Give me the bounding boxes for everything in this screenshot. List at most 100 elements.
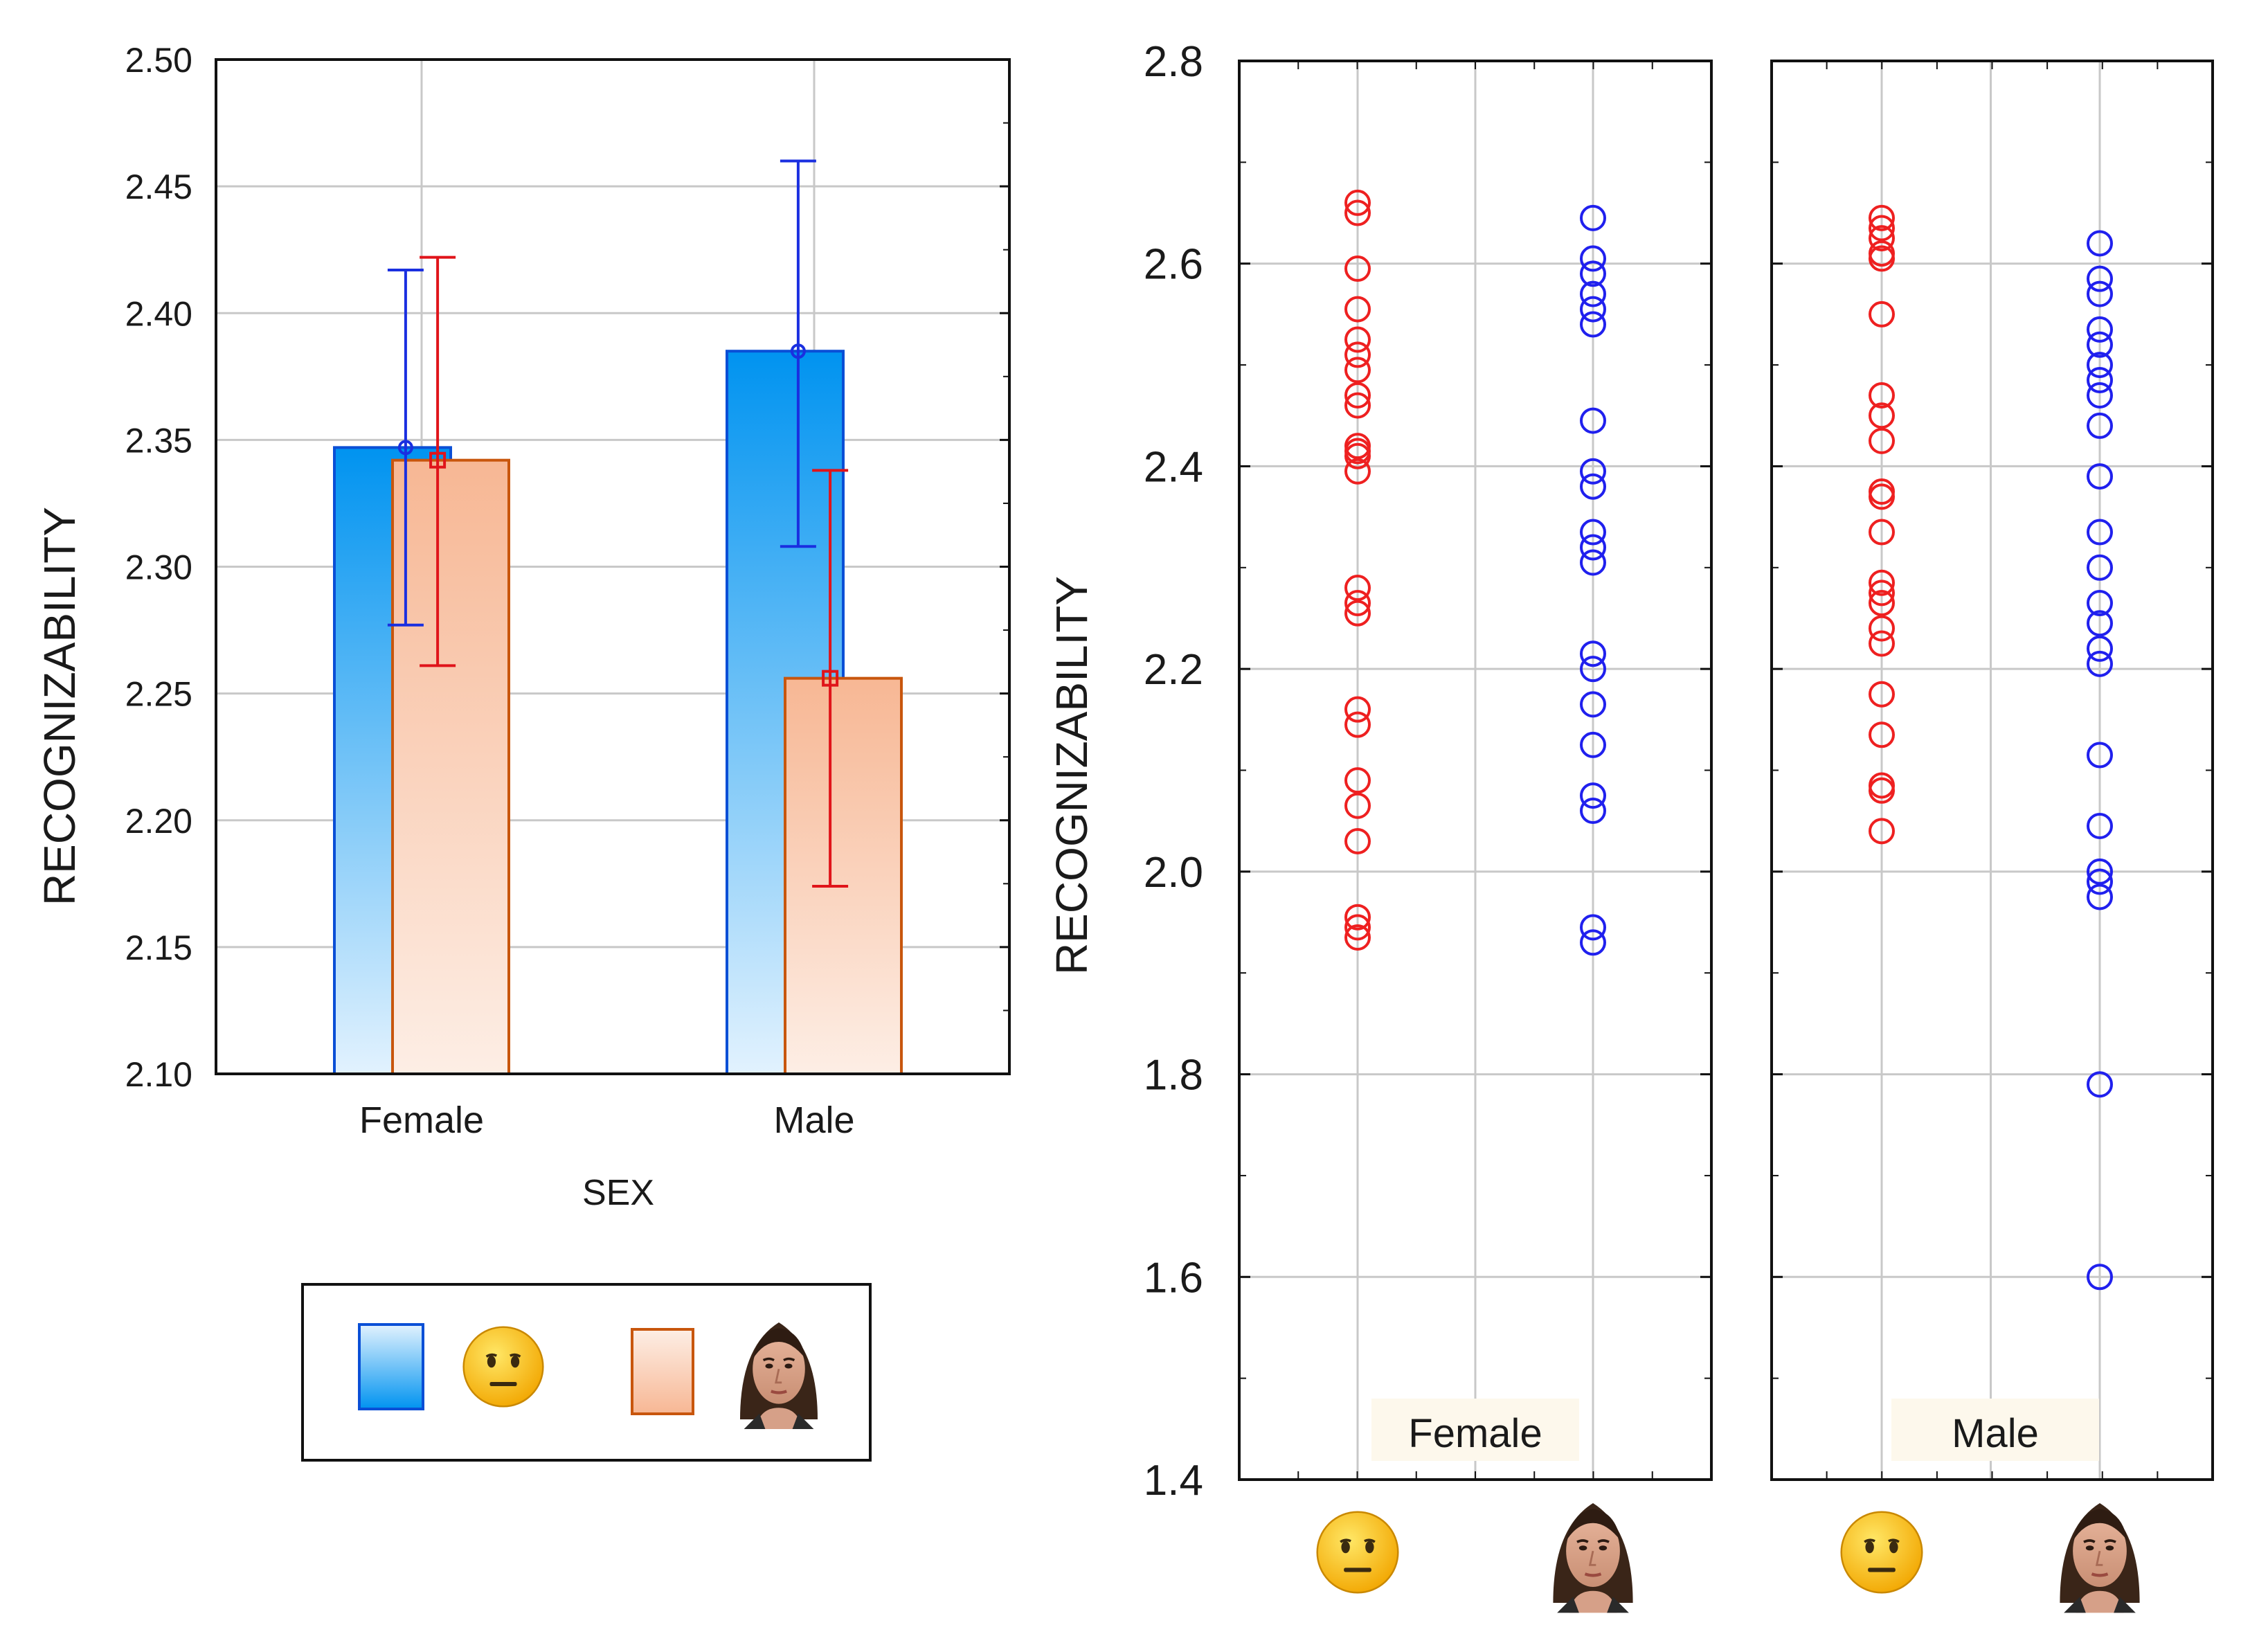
face-photo-icon	[730, 1313, 827, 1429]
scatter-point	[1580, 407, 1606, 434]
scatter-point	[1344, 600, 1371, 627]
mean-marker	[822, 670, 839, 687]
scatter-point	[2087, 1264, 2113, 1291]
scatter-point	[2087, 381, 2113, 408]
scatter-point	[1580, 914, 1606, 941]
scatter-point	[1869, 204, 1895, 231]
bar-y-tick-label: 2.45	[125, 168, 192, 206]
scatter-point	[1869, 427, 1895, 454]
legend-face-swatch	[631, 1328, 694, 1415]
face-bar	[784, 676, 903, 1075]
emoji-error-bar	[780, 159, 816, 548]
scatter-point	[1344, 575, 1371, 602]
panel-male: Male	[1770, 60, 2214, 1613]
scatter-y-tick-label: 1.4	[1144, 1457, 1203, 1505]
face-points	[2087, 230, 2113, 1291]
scatter-point	[1344, 341, 1371, 368]
scatter-point	[2087, 230, 2113, 257]
scatter-point	[2087, 1071, 2113, 1098]
scatter-point	[2087, 316, 2113, 343]
scatter-point	[1580, 204, 1606, 231]
scatter-point	[1869, 569, 1895, 596]
scatter-point	[2087, 610, 2113, 637]
face-bar	[391, 458, 510, 1075]
emoji-icon	[1315, 1510, 1400, 1595]
scatter-point	[1580, 731, 1606, 758]
emoji-points	[1869, 204, 1895, 845]
scatter-point	[2087, 742, 2113, 769]
scatter-y-tick-label: 1.6	[1144, 1254, 1203, 1302]
scatter-point	[1344, 711, 1371, 738]
scatter-point	[1580, 656, 1606, 683]
scatter-point	[1344, 590, 1371, 617]
bar-y-tick-labels: 2.10 2.15 2.20 2.25 2.30 2.35 2.40 2.45 2.50	[125, 41, 192, 1094]
scatter-point	[1869, 215, 1895, 242]
panel-label: Male	[1952, 1411, 2039, 1456]
scatter-chart: RECOGNIZABILITY 1.4 1.6 1.8 2.0 2.2 2.4 2.6 2.8…	[1047, 38, 2214, 1613]
scatter-point	[1869, 300, 1895, 327]
scatter-point	[1344, 357, 1371, 384]
scatter-point	[2087, 554, 2113, 581]
scatter-y-tick-label: 2.8	[1144, 38, 1203, 86]
scatter-point	[2087, 265, 2113, 292]
scatter-point	[1869, 402, 1895, 429]
scatter-point	[1580, 245, 1606, 272]
scatter-point	[2087, 463, 2113, 490]
legend	[301, 1283, 872, 1462]
scatter-point	[1580, 798, 1606, 825]
scatter-point	[1580, 534, 1606, 561]
scatter-y-tick-label: 1.8	[1144, 1052, 1203, 1099]
scatter-point	[1344, 914, 1371, 941]
scatter-point	[1869, 483, 1895, 510]
scatter-point	[1580, 519, 1606, 546]
scatter-point	[1869, 225, 1895, 252]
bar-series	[333, 350, 903, 1075]
scatter-point	[1580, 296, 1606, 323]
bar-x-tick-label: Female	[359, 1099, 484, 1141]
scatter-point	[1344, 696, 1371, 723]
scatter-point	[1580, 929, 1606, 956]
emoji-error-bar	[387, 268, 424, 627]
scatter-point	[2087, 280, 2113, 307]
scatter-y-tick-label: 2.4	[1144, 443, 1203, 491]
scatter-point	[2087, 331, 2113, 358]
scatter-point	[1580, 640, 1606, 667]
face-points	[1580, 204, 1606, 956]
scatter-point	[2087, 650, 2113, 677]
scatter-point	[1344, 792, 1371, 819]
scatter-point	[1344, 442, 1371, 469]
bar-y-tick-label: 2.35	[125, 421, 192, 460]
panel-label: Female	[1408, 1411, 1542, 1456]
scatter-point	[1580, 260, 1606, 287]
scatter-point	[1869, 590, 1895, 617]
scatter-point	[1869, 519, 1895, 546]
scatter-point	[1869, 580, 1895, 607]
bar-y-tick-label: 2.30	[125, 548, 192, 587]
emoji-icon	[462, 1325, 545, 1408]
scatter-point	[1580, 549, 1606, 576]
scatter-point	[1580, 691, 1606, 718]
bar-y-tick-label: 2.10	[125, 1055, 192, 1094]
scatter-y-tick-label: 2.0	[1144, 849, 1203, 897]
scatter-point	[1869, 381, 1895, 408]
scatter-point	[2087, 635, 2113, 662]
scatter-point	[1869, 615, 1895, 642]
panel-label-background	[1371, 1399, 1579, 1461]
bar-y-axis-label: RECOGNIZABILITY	[35, 507, 84, 906]
bar-chart: 2.10 2.15 2.20 2.25 2.30 2.35 2.40 2.45 2.50 Fem…	[35, 41, 1011, 1213]
scatter-point	[1344, 381, 1371, 408]
scatter-point	[1869, 630, 1895, 657]
bar-plot-frame	[215, 58, 1011, 1075]
emoji-icon	[1839, 1510, 1924, 1595]
bar-x-axis-label: SEX	[582, 1173, 654, 1213]
scatter-y-tick-labels: 1.4 1.6 1.8 2.0 2.2 2.4 2.6 2.8	[1144, 38, 1203, 1505]
scatter-point	[1344, 827, 1371, 854]
scatter-y-axis-label: RECOGNIZABILITY	[1047, 576, 1097, 975]
scatter-point	[1580, 280, 1606, 307]
scatter-panel-frame	[1238, 60, 1713, 1481]
panel-label-background	[1891, 1399, 2099, 1461]
scatter-y-tick-label: 2.6	[1144, 241, 1203, 289]
scatter-point	[1344, 924, 1371, 951]
bar-y-tick-label: 2.25	[125, 675, 192, 714]
